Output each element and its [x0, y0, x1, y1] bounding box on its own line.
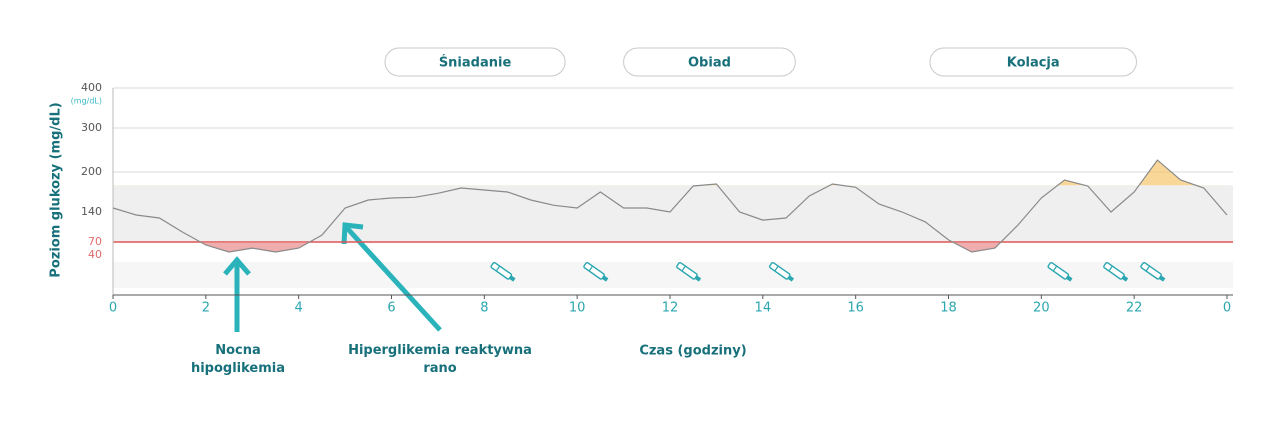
pen-tip — [1121, 275, 1129, 282]
pen-tip — [509, 275, 516, 282]
annotation: Hiperglikemia reaktywna rano — [348, 343, 532, 376]
insulin-pen — [1103, 261, 1129, 282]
x-tick-label: 20 — [1033, 301, 1050, 316]
pen-body — [1140, 261, 1162, 280]
y-tick-label: 70 — [88, 235, 102, 248]
x-tick-label: 2 — [202, 301, 210, 316]
pen-mark — [681, 265, 686, 272]
x-axis-title: Czas (godziny) — [639, 344, 746, 359]
meal-pill — [623, 47, 796, 77]
insulin-pen — [676, 261, 702, 282]
pen-mark — [774, 265, 779, 272]
hypo-area — [113, 242, 1227, 252]
arrow-head — [341, 222, 364, 245]
y-tick-label: 300 — [81, 121, 102, 134]
pen-tip — [694, 275, 702, 282]
pen-mark — [495, 265, 501, 272]
target-band — [113, 185, 1233, 242]
x-tick-label: 6 — [387, 301, 395, 316]
x-tick-label: 10 — [569, 301, 586, 316]
x-tick-label: 16 — [847, 301, 864, 316]
x-tick-label: 12 — [662, 301, 679, 316]
pen-tip — [1066, 275, 1073, 282]
pen-mark — [1145, 265, 1151, 272]
insulin-pen — [490, 261, 516, 282]
lower-band — [113, 262, 1233, 288]
y-tick-label: 40 — [88, 248, 102, 261]
arrow — [345, 226, 442, 332]
y-tick-label: 140 — [81, 205, 102, 218]
x-tick-label: 4 — [295, 301, 303, 316]
pen-tip — [787, 275, 795, 282]
x-tick-label: 22 — [1126, 301, 1143, 316]
pen-tip — [601, 275, 609, 282]
meal-pill — [384, 47, 566, 77]
pen-mark — [1108, 265, 1113, 272]
meal-label: Kolacja — [1007, 56, 1060, 71]
glucose-line — [112, 159, 1228, 253]
x-tick-label: 0 — [109, 301, 117, 316]
meal-label: Obiad — [688, 56, 731, 71]
y-unit: (mg/dL) — [71, 97, 102, 106]
y-axis-title: Poziom glukozy (mg/dL) — [49, 102, 64, 277]
x-tick-label: 8 — [480, 301, 488, 316]
pen-mark — [588, 265, 594, 272]
pen-tip — [1158, 275, 1166, 282]
y-tick-label: 400 — [81, 81, 102, 94]
annotation: Nocna hipoglikemia — [190, 343, 286, 376]
pen-body — [1103, 261, 1125, 280]
insulin-pen — [1140, 261, 1166, 282]
arrow-head — [223, 256, 251, 276]
pen-body — [1047, 261, 1070, 280]
x-tick-label: 18 — [940, 301, 957, 316]
x-tick-label: 14 — [755, 301, 772, 316]
x-tick-label: 0 — [1223, 301, 1231, 316]
pen-mark — [1052, 265, 1058, 272]
meal-pill — [929, 47, 1137, 77]
insulin-pen — [583, 261, 609, 282]
y-tick-label: 200 — [81, 165, 102, 178]
insulin-pen — [768, 261, 795, 282]
meal-label: Śniadanie — [439, 55, 512, 71]
insulin-pen — [1047, 261, 1073, 282]
